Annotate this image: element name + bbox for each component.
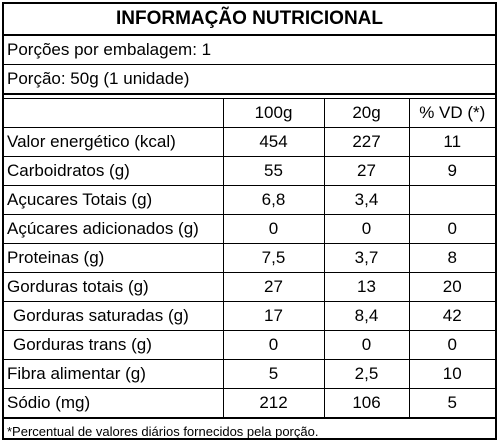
value-per-20g: 106: [324, 388, 410, 419]
value-per-20g: 8,4: [324, 301, 410, 331]
value-per-100g: 7,5: [223, 243, 325, 273]
daily-value-percent: 8: [409, 243, 495, 273]
value-per-20g: 0: [324, 214, 410, 244]
value-per-100g: 212: [223, 388, 325, 419]
daily-value-percent: 9: [409, 156, 495, 186]
value-per-100g: 6,8: [223, 185, 325, 215]
table-row: Sódio (mg) 212 106 5: [4, 388, 495, 419]
daily-value-percent: 10: [409, 359, 495, 389]
serving-size: Porção: 50g (1 unidade): [4, 65, 495, 95]
header-per-20g: 20g: [324, 99, 410, 128]
table-header-row: 100g 20g % VD (*): [4, 99, 495, 128]
table-row: Gorduras totais (g) 27 13 20: [4, 272, 495, 302]
value-per-100g: 55: [223, 156, 325, 186]
table-row: Gorduras saturadas (g) 17 8,4 42: [4, 301, 495, 331]
table-row: Açúcares adicionados (g) 0 0 0: [4, 214, 495, 244]
daily-value-percent: 0: [409, 330, 495, 360]
value-per-20g: 3,4: [324, 185, 410, 215]
table-row: Açucares Totais (g) 6,8 3,4: [4, 185, 495, 215]
value-per-20g: 13: [324, 272, 410, 302]
nutrient-name: Valor energético (kcal): [4, 127, 224, 157]
value-per-100g: 0: [223, 214, 325, 244]
nutrition-facts-label: INFORMAÇÃO NUTRICIONAL Porções por embal…: [2, 2, 497, 440]
daily-value-percent: [409, 185, 495, 215]
header-empty-cell: [4, 99, 224, 128]
nutrient-name: Gorduras trans (g): [4, 330, 224, 360]
value-per-100g: 454: [223, 127, 325, 157]
daily-value-percent: 20: [409, 272, 495, 302]
value-per-100g: 0: [223, 330, 325, 360]
table-row: Fibra alimentar (g) 5 2,5 10: [4, 359, 495, 389]
divider: [4, 95, 495, 99]
header-per-100g: 100g: [223, 99, 325, 128]
nutrition-table: 100g 20g % VD (*) Valor energético (kcal…: [4, 99, 495, 419]
label-title: INFORMAÇÃO NUTRICIONAL: [4, 4, 495, 36]
daily-value-percent: 11: [409, 127, 495, 157]
nutrient-name: Fibra alimentar (g): [4, 359, 224, 389]
table-row: Carboidratos (g) 55 27 9: [4, 156, 495, 186]
nutrient-name: Gorduras totais (g): [4, 272, 224, 302]
value-per-20g: 227: [324, 127, 410, 157]
nutrient-name: Proteinas (g): [4, 243, 224, 273]
table-row: Gorduras trans (g) 0 0 0: [4, 330, 495, 360]
daily-value-percent: 42: [409, 301, 495, 331]
value-per-100g: 17: [223, 301, 325, 331]
table-row: Valor energético (kcal) 454 227 11: [4, 127, 495, 157]
footnote: *Percentual de valores diários fornecido…: [7, 424, 319, 439]
value-per-20g: 0: [324, 330, 410, 360]
nutrient-name: Açúcares adicionados (g): [4, 214, 224, 244]
servings-per-package: Porções por embalagem: 1: [4, 36, 495, 65]
value-per-20g: 3,7: [324, 243, 410, 273]
nutrient-name: Açucares Totais (g): [4, 185, 224, 215]
nutrient-name: Carboidratos (g): [4, 156, 224, 186]
nutrient-name: Sódio (mg): [4, 388, 224, 419]
value-per-100g: 5: [223, 359, 325, 389]
value-per-20g: 27: [324, 156, 410, 186]
daily-value-percent: 0: [409, 214, 495, 244]
table-row: Proteinas (g) 7,5 3,7 8: [4, 243, 495, 273]
daily-value-percent: 5: [409, 388, 495, 419]
nutrient-name: Gorduras saturadas (g): [4, 301, 224, 331]
header-daily-value: % VD (*): [409, 99, 495, 128]
value-per-100g: 27: [223, 272, 325, 302]
value-per-20g: 2,5: [324, 359, 410, 389]
